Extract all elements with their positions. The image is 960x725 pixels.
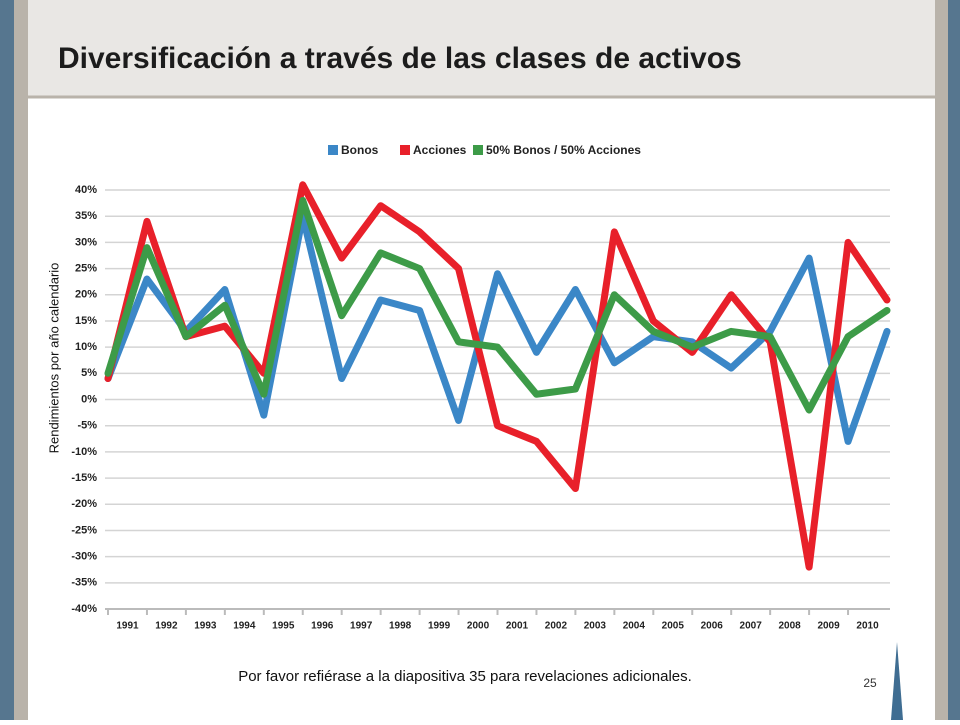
x-tick-label: 2008 [779, 621, 802, 632]
page-number: 25 [863, 676, 877, 690]
x-tick-label: 1993 [194, 621, 217, 632]
x-tick-label: 1991 [116, 621, 139, 632]
legend-swatch [400, 145, 410, 155]
y-tick-label: -5% [77, 420, 97, 432]
legend-label: Acciones [413, 143, 467, 157]
legend-swatch [328, 145, 338, 155]
right-border-inner [935, 0, 948, 720]
y-tick-label: 25% [75, 262, 97, 274]
x-tick-label: 2006 [701, 621, 724, 632]
y-tick-label: 20% [75, 289, 97, 301]
slide-title: Diversificación a través de las clases d… [58, 42, 742, 75]
legend-label: 50% Bonos / 50% Acciones [486, 143, 641, 157]
y-tick-label: -40% [71, 603, 97, 615]
y-tick-label: 0% [81, 393, 97, 405]
x-tick-label: 2000 [467, 621, 490, 632]
left-border [0, 0, 14, 720]
y-tick-label: -20% [71, 498, 97, 510]
title-band [28, 0, 935, 96]
x-tick-label: 1998 [389, 621, 412, 632]
x-tick-label: 2009 [817, 621, 840, 632]
y-tick-label: 30% [75, 236, 97, 248]
y-axis-label: Rendimientos por año calendario [46, 263, 61, 454]
x-tick-label: 2007 [740, 621, 763, 632]
y-tick-label: 40% [75, 184, 97, 196]
legend-label: Bonos [341, 143, 379, 157]
y-tick-label: -25% [71, 524, 97, 536]
x-tick-label: 2010 [856, 621, 879, 632]
series-line [104, 196, 891, 414]
x-tick-label: 2001 [506, 621, 529, 632]
x-tick-label: 1999 [428, 621, 451, 632]
footnote: Por favor refiérase a la diapositiva 35 … [238, 668, 692, 685]
x-tick-label: 1992 [155, 621, 178, 632]
y-tick-label: 15% [75, 315, 97, 327]
x-tick-label: 1997 [350, 621, 373, 632]
y-tick-label: 10% [75, 341, 97, 353]
y-tick-label: 5% [81, 367, 97, 379]
x-tick-label: 1995 [272, 621, 295, 632]
legend-swatch [473, 145, 483, 155]
right-border [948, 0, 960, 720]
x-tick-label: 2005 [662, 621, 685, 632]
y-tick-label: -15% [71, 472, 97, 484]
logo [891, 642, 903, 720]
x-tick-label: 2002 [545, 621, 568, 632]
left-border-inner [14, 0, 28, 720]
x-tick-label: 2004 [623, 621, 646, 632]
y-tick-label: -35% [71, 577, 97, 589]
x-tick-label: 2003 [584, 621, 607, 632]
y-tick-label: -30% [71, 551, 97, 563]
y-tick-label: -10% [71, 446, 97, 458]
y-tick-label: 35% [75, 210, 97, 222]
x-tick-label: 1994 [233, 621, 256, 632]
chart: 40% 35% 30% 25% 20% 15% 10% 5% 0% -5% -10% -15% -20%… [46, 143, 891, 632]
x-tick-label: 1996 [311, 621, 334, 632]
